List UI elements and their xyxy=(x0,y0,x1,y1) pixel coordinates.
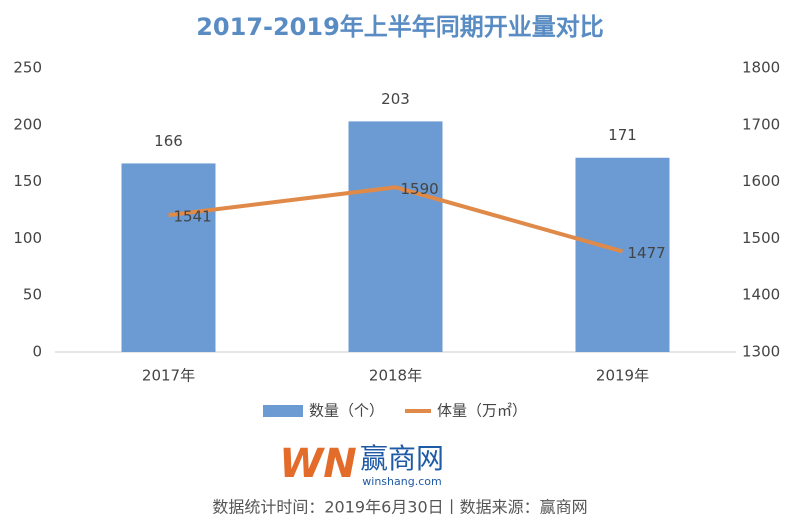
logo-mark: WN xyxy=(279,441,357,487)
y-tick-label: 100 xyxy=(13,229,42,247)
x-tick-label: 2019年 xyxy=(596,367,649,385)
data-label: 1541 xyxy=(174,208,212,226)
bar xyxy=(348,121,443,352)
y2-tick-label: 1500 xyxy=(742,229,780,247)
x-tick-label: 2017年 xyxy=(142,367,195,385)
y-tick-label: 50 xyxy=(23,286,42,304)
data-label: 203 xyxy=(381,90,410,108)
y2-tick-label: 1400 xyxy=(742,286,780,304)
chart-title: 2017-2019年上半年同期开业量对比 xyxy=(196,13,604,41)
legend-label: 体量（万㎡） xyxy=(437,402,527,420)
legend-swatch xyxy=(263,405,303,417)
bar xyxy=(121,163,216,352)
data-label: 171 xyxy=(608,126,637,144)
y-tick-label: 250 xyxy=(13,59,42,77)
y-tick-label: 0 xyxy=(32,343,42,361)
legend-label: 数量（个） xyxy=(309,402,384,420)
bar xyxy=(575,157,670,352)
line xyxy=(168,185,624,254)
data-label: 166 xyxy=(154,132,183,150)
y2-tick-label: 1600 xyxy=(742,172,780,190)
y2-tick-label: 1700 xyxy=(742,115,780,133)
data-label: 1477 xyxy=(628,244,666,262)
x-tick-label: 2018年 xyxy=(369,367,422,385)
y-tick-label: 150 xyxy=(13,172,42,190)
logo-name: 赢商网 xyxy=(360,442,444,475)
logo-url: winshang.com xyxy=(362,475,441,488)
y-tick-label: 200 xyxy=(13,115,42,133)
y2-tick-label: 1800 xyxy=(742,59,780,77)
y2-tick-label: 1300 xyxy=(742,343,780,361)
source-note: 数据统计时间：2019年6月30日丨数据来源：赢商网 xyxy=(212,498,587,517)
data-label: 1590 xyxy=(401,180,439,198)
